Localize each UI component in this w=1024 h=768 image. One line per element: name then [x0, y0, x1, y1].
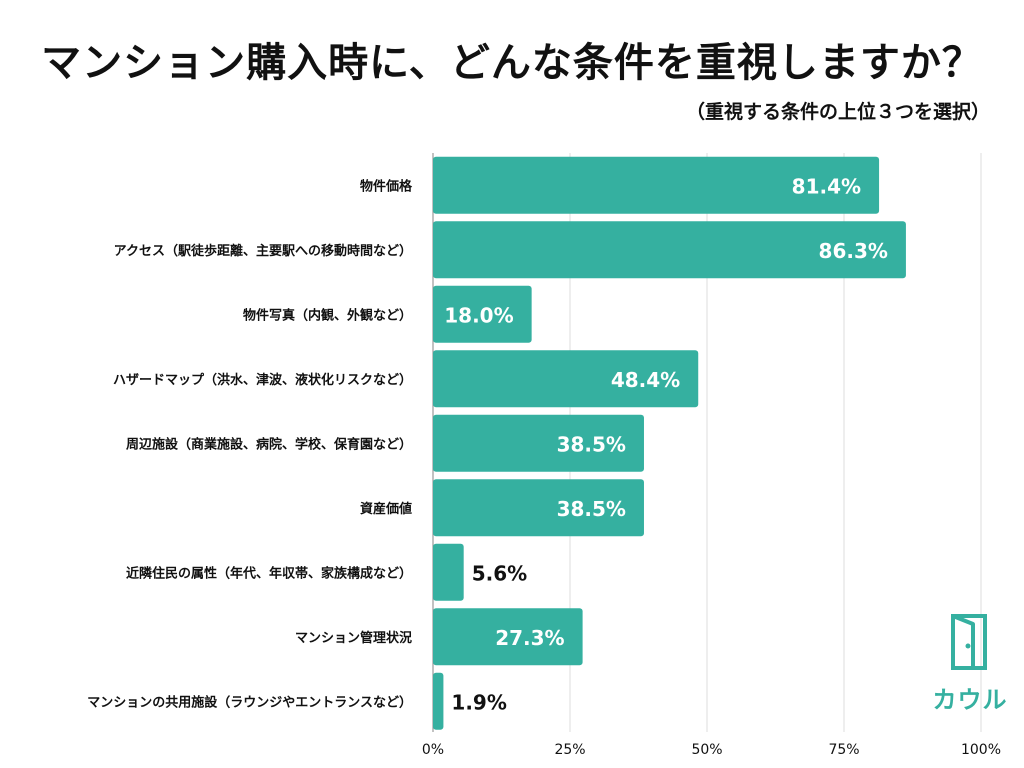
category-label: 周辺施設（商業施設、病院、学校、保育園など） — [126, 436, 412, 452]
x-tick-label: 50% — [691, 742, 722, 758]
brand-logo-text: カウル — [932, 686, 1008, 714]
bar — [433, 672, 444, 730]
bar-layer — [433, 156, 906, 730]
x-tick-label: 75% — [828, 742, 859, 758]
data-label: 86.3% — [819, 239, 888, 263]
bar — [433, 608, 583, 666]
data-label: 1.9% — [451, 690, 506, 714]
data-label: 38.5% — [557, 432, 626, 456]
door-icon — [951, 614, 987, 670]
tick-layer: 0% 25% 50% 75% 100% — [422, 742, 1001, 758]
data-label: 38.5% — [557, 497, 626, 521]
data-label: 5.6% — [472, 561, 527, 585]
category-label: マンションの共用施設（ラウンジやエントランスなど） — [87, 694, 412, 710]
bar — [433, 414, 644, 472]
x-tick-label: 0% — [422, 742, 444, 758]
x-tick-label: 100% — [961, 742, 1001, 758]
chart-subtitle: （重視する条件の上位３つを選択） — [685, 101, 990, 123]
category-label: ハザードマップ（洪水、津波、液状化リスクなど） — [113, 372, 412, 388]
category-label: アクセス（駅徒歩距離、主要駅への移動時間など） — [114, 243, 412, 259]
x-tick-label: 25% — [554, 742, 585, 758]
category-label: 物件写真（内観、外観など） — [243, 307, 412, 323]
bar — [433, 350, 699, 408]
data-label: 27.3% — [495, 626, 564, 650]
category-label: 物件価格 — [360, 178, 413, 194]
bar — [433, 285, 532, 343]
bar — [433, 543, 464, 601]
data-label: 48.4% — [611, 368, 680, 392]
bar — [433, 479, 644, 537]
data-label: 81.4% — [792, 174, 861, 198]
data-label: 18.0% — [444, 303, 513, 327]
bar — [433, 221, 906, 279]
category-label: マンション管理状況 — [295, 630, 412, 646]
chart-title: マンション購入時に、どんな条件を重視しますか？ — [41, 40, 983, 86]
brand-logo: カウル — [930, 612, 1010, 715]
label-layer: 物件価格 81.4% アクセス（駅徒歩距離、主要駅への移動時間など） 86.3% 物件写… — [87, 174, 888, 714]
category-label: 資産価値 — [360, 501, 412, 517]
category-label: 近隣住民の属性（年代、年収帯、家族構成など） — [126, 565, 412, 581]
bar — [433, 156, 880, 214]
